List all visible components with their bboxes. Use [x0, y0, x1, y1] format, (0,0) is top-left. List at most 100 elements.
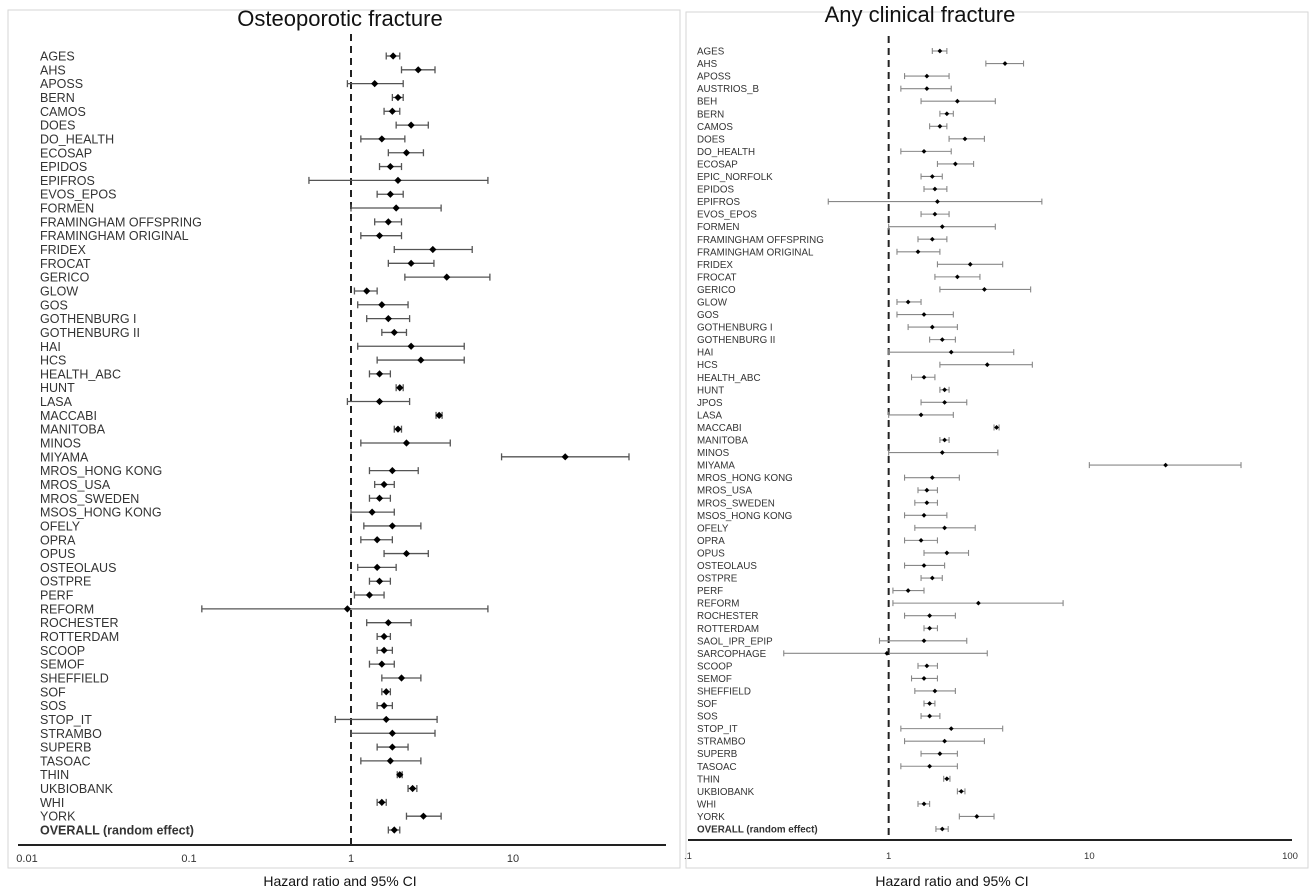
study-row: GOTHENBURG I — [40, 312, 411, 326]
hazard-ratio-point — [375, 232, 384, 240]
study-row: GLOW — [697, 297, 922, 308]
study-label: YORK — [40, 810, 76, 824]
hazard-ratio-point — [384, 619, 392, 627]
study-row: THIN — [40, 768, 404, 782]
hazard-ratio-point — [921, 801, 927, 807]
study-label: PERF — [40, 589, 74, 603]
study-row: GOS — [697, 310, 954, 321]
study-label: AUSTRIOS_B — [697, 84, 760, 95]
study-row: GOTHENBURG II — [40, 326, 408, 340]
hazard-ratio-point — [388, 522, 396, 530]
study-row: GOS — [40, 298, 409, 312]
study-label: LASA — [40, 395, 73, 409]
study-label: HAI — [40, 340, 61, 354]
hazard-ratio-point — [937, 123, 943, 129]
study-row: PERF — [697, 586, 925, 597]
study-row: STRAMBO — [40, 727, 436, 741]
study-row: HEALTH_ABC — [697, 373, 936, 384]
study-label: SOF — [40, 685, 66, 699]
hazard-ratio-point — [402, 439, 411, 447]
study-row: SUPERB — [40, 741, 409, 755]
study-row: HUNT — [697, 385, 950, 396]
x-tick-label: 10 — [507, 853, 519, 865]
hazard-ratio-point — [944, 550, 950, 556]
hazard-ratio-point — [927, 613, 933, 619]
study-row: EVOS_EPOS — [697, 210, 950, 221]
study-row: EPIFROS — [697, 197, 1043, 208]
study-row: OFELY — [697, 523, 976, 534]
hazard-ratio-point — [375, 577, 384, 585]
study-label: FROCAT — [697, 272, 737, 283]
study-label: SCOOP — [40, 644, 85, 658]
hazard-ratio-point — [388, 107, 396, 115]
study-label: EPIC_NORFOLK — [697, 172, 773, 183]
hazard-ratio-point — [1163, 462, 1169, 468]
study-label: UKBIOBANK — [697, 787, 755, 798]
study-row: ROCHESTER — [697, 611, 956, 622]
study-row: OSTPRE — [40, 575, 392, 589]
study-row: FRAMINGHAM ORIGINAL — [697, 247, 941, 258]
study-row: SHEFFIELD — [697, 686, 956, 697]
study-row: UKBIOBANK — [40, 782, 418, 796]
study-label: EVOS_EPOS — [40, 188, 116, 202]
study-row: ROTTERDAM — [697, 624, 938, 635]
study-row: SOS — [40, 699, 394, 713]
study-label: MROS_USA — [697, 486, 752, 497]
study-row: SARCOPHAGE — [697, 649, 988, 660]
hazard-ratio-point — [958, 788, 964, 794]
study-row: UKBIOBANK — [697, 787, 966, 798]
study-row: WHI — [40, 796, 387, 810]
study-label: REFORM — [40, 602, 94, 616]
study-row: DOES — [697, 134, 985, 145]
study-label: MROS_SWEDEN — [697, 498, 775, 509]
study-label: AGES — [697, 47, 725, 58]
study-row: MACCABI — [697, 423, 1000, 434]
study-label: MACCABI — [40, 409, 97, 423]
study-row: ECOSAP — [40, 146, 425, 160]
study-label: GOTHENBURG II — [40, 326, 140, 340]
study-label: GLOW — [697, 297, 728, 308]
study-row: EPIDOS — [40, 160, 403, 174]
study-label: SUPERB — [40, 741, 91, 755]
hazard-ratio-point — [388, 467, 396, 475]
hazard-ratio-point — [386, 162, 394, 171]
hazard-ratio-point — [389, 52, 397, 60]
study-label: GERICO — [40, 271, 90, 285]
study-label: CAMOS — [40, 105, 86, 119]
x-tick-label: 100 — [1282, 851, 1298, 862]
study-row: MANITOBA — [697, 436, 950, 447]
hazard-ratio-point — [935, 199, 940, 204]
study-row: REFORM — [697, 599, 1064, 610]
study-label: MSOS_HONG KONG — [697, 511, 792, 522]
hazard-ratio-point — [407, 121, 415, 129]
hazard-ratio-point — [929, 174, 935, 179]
study-row: MROS_SWEDEN — [697, 498, 938, 509]
hazard-ratio-point — [942, 738, 948, 744]
study-label: APOSS — [697, 72, 731, 83]
study-label: AHS — [697, 59, 718, 70]
study-row: BEH — [697, 97, 996, 108]
study-row: MSOS_HONG KONG — [697, 511, 948, 522]
hazard-ratio-point — [954, 274, 960, 280]
hazard-ratio-point — [388, 729, 396, 737]
study-label: MROS_HONG KONG — [40, 464, 162, 478]
study-label: SOF — [697, 699, 717, 710]
study-label: STRAMBO — [40, 727, 102, 741]
hazard-ratio-point — [942, 525, 948, 531]
study-row: TASOAC — [40, 754, 422, 768]
study-label: OFELY — [40, 519, 81, 533]
hazard-ratio-point — [921, 676, 927, 681]
hazard-ratio-point — [378, 798, 386, 806]
study-label: WHI — [40, 796, 64, 810]
hazard-ratio-point — [561, 453, 569, 461]
hazard-ratio-point — [929, 324, 935, 330]
hazard-ratio-point — [939, 224, 945, 230]
study-row: SOS — [697, 712, 941, 723]
study-label: MIYAMA — [697, 461, 735, 472]
hazard-ratio-point — [429, 245, 437, 254]
hazard-ratio-point — [918, 537, 924, 543]
study-row: MROS_USA — [40, 478, 395, 492]
hazard-ratio-point — [378, 660, 386, 668]
study-label: BEH — [697, 97, 717, 108]
study-row: AGES — [697, 47, 948, 58]
